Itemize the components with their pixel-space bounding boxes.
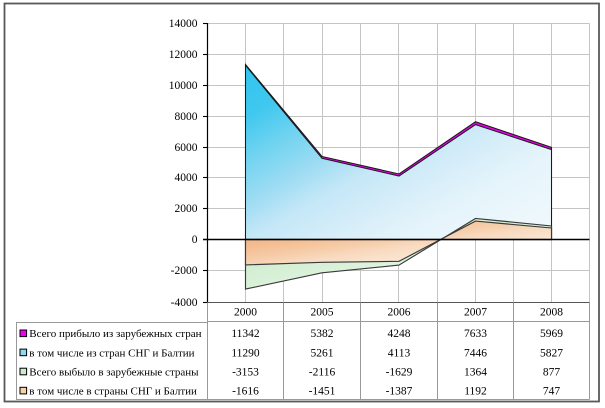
svg-text:-1387: -1387 [386, 386, 413, 398]
svg-text:7446: 7446 [464, 347, 487, 359]
svg-text:14000: 14000 [169, 18, 198, 30]
svg-text:877: 877 [543, 366, 561, 378]
svg-text:-1451: -1451 [309, 386, 336, 398]
svg-text:2000: 2000 [175, 203, 198, 215]
svg-text:-3153: -3153 [232, 366, 259, 378]
svg-text:1364: 1364 [464, 366, 487, 378]
svg-text:4113: 4113 [388, 347, 411, 359]
svg-text:2000: 2000 [234, 306, 257, 318]
svg-text:2007: 2007 [464, 306, 487, 318]
svg-text:-1616: -1616 [232, 386, 259, 398]
svg-text:2005: 2005 [311, 306, 334, 318]
svg-text:11342: 11342 [231, 328, 260, 340]
svg-text:12000: 12000 [169, 49, 198, 61]
svg-text:10000: 10000 [169, 80, 198, 92]
svg-text:в том числе в страны СНГ и Бал: в том числе в страны СНГ и Балтии [29, 386, 197, 398]
svg-text:-1629: -1629 [386, 366, 413, 378]
svg-text:5827: 5827 [540, 347, 563, 359]
svg-text:Всего прибыло из зарубежных ст: Всего прибыло из зарубежных стран [29, 328, 201, 340]
svg-text:2006: 2006 [388, 306, 411, 318]
svg-text:-2116: -2116 [309, 366, 336, 378]
svg-text:0: 0 [192, 234, 198, 246]
svg-text:4248: 4248 [388, 328, 411, 340]
svg-text:11290: 11290 [231, 347, 260, 359]
svg-text:2008: 2008 [540, 306, 563, 318]
svg-text:5969: 5969 [540, 328, 563, 340]
svg-text:1192: 1192 [464, 386, 487, 398]
svg-text:7633: 7633 [464, 328, 487, 340]
svg-text:-2000: -2000 [171, 265, 198, 277]
svg-text:4000: 4000 [175, 172, 198, 184]
svg-text:-4000: -4000 [171, 297, 198, 309]
svg-text:747: 747 [543, 386, 561, 398]
svg-text:в том числе из стран СНГ и Бал: в том числе из стран СНГ и Балтии [29, 347, 194, 359]
svg-text:5261: 5261 [311, 347, 334, 359]
svg-text:5382: 5382 [311, 328, 334, 340]
svg-text:6000: 6000 [175, 142, 198, 154]
svg-text:8000: 8000 [175, 111, 198, 123]
svg-text:Всего выбыло в зарубежные стра: Всего выбыло в зарубежные страны [29, 366, 199, 378]
